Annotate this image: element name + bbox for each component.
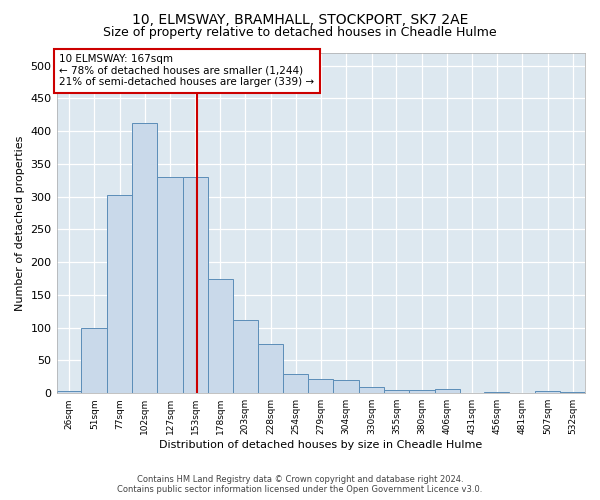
Bar <box>283 374 308 393</box>
Bar <box>107 196 132 393</box>
Bar <box>460 392 484 393</box>
Text: Contains HM Land Registry data © Crown copyright and database right 2024.
Contai: Contains HM Land Registry data © Crown c… <box>118 474 482 494</box>
Bar <box>333 380 359 393</box>
X-axis label: Distribution of detached houses by size in Cheadle Hulme: Distribution of detached houses by size … <box>159 440 482 450</box>
Bar <box>308 379 333 393</box>
Text: 10, ELMSWAY, BRAMHALL, STOCKPORT, SK7 2AE: 10, ELMSWAY, BRAMHALL, STOCKPORT, SK7 2A… <box>132 12 468 26</box>
Bar <box>157 177 183 393</box>
Bar <box>56 390 82 393</box>
Text: 10 ELMSWAY: 167sqm
← 78% of detached houses are smaller (1,244)
21% of semi-deta: 10 ELMSWAY: 167sqm ← 78% of detached hou… <box>59 54 314 88</box>
Bar <box>257 344 283 393</box>
Bar <box>560 392 585 393</box>
Bar <box>535 390 560 393</box>
Bar <box>435 390 460 393</box>
Bar <box>208 278 233 393</box>
Bar <box>233 320 257 393</box>
Bar <box>409 390 435 393</box>
Bar <box>484 392 509 393</box>
Bar <box>183 177 208 393</box>
Bar <box>509 392 535 393</box>
Bar <box>384 390 409 393</box>
Text: Size of property relative to detached houses in Cheadle Hulme: Size of property relative to detached ho… <box>103 26 497 39</box>
Y-axis label: Number of detached properties: Number of detached properties <box>15 135 25 310</box>
Bar <box>132 124 157 393</box>
Bar <box>82 328 107 393</box>
Bar <box>359 386 384 393</box>
